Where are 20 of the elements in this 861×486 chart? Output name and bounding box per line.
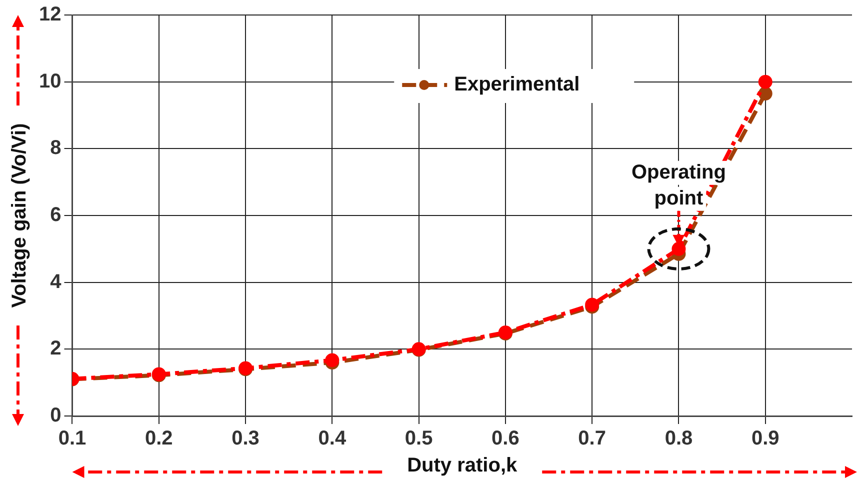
- x-tick-label: 0.6: [492, 428, 520, 450]
- y-tick-label: 8: [50, 137, 62, 160]
- y-tick-label: 10: [38, 70, 62, 92]
- x-tick-label: 0.1: [58, 428, 86, 450]
- x-tick-label: 0.4: [318, 428, 347, 450]
- x-tick-label: 0.7: [578, 428, 606, 450]
- x-axis-title: Duty ratio,k: [407, 454, 518, 477]
- x-tick-label: 0.3: [232, 428, 260, 450]
- x-tick-label: 0.9: [751, 428, 780, 450]
- x-tick-label: 0.8: [664, 428, 693, 450]
- x-tick-label: 0.2: [144, 428, 173, 450]
- y-tick-label: 12: [38, 4, 62, 26]
- y-tick-label: 4: [50, 270, 62, 293]
- y-tick-label: 2: [50, 338, 62, 360]
- legend-label: Experimental: [454, 74, 580, 96]
- x-tick-label: 0.5: [404, 428, 433, 450]
- y-tick-label: 6: [50, 204, 62, 226]
- y-axis-title: Voltage gain (Vo/Vi): [8, 123, 31, 308]
- annotation: Operating point: [631, 161, 726, 210]
- y-tick-label: 0: [50, 404, 62, 427]
